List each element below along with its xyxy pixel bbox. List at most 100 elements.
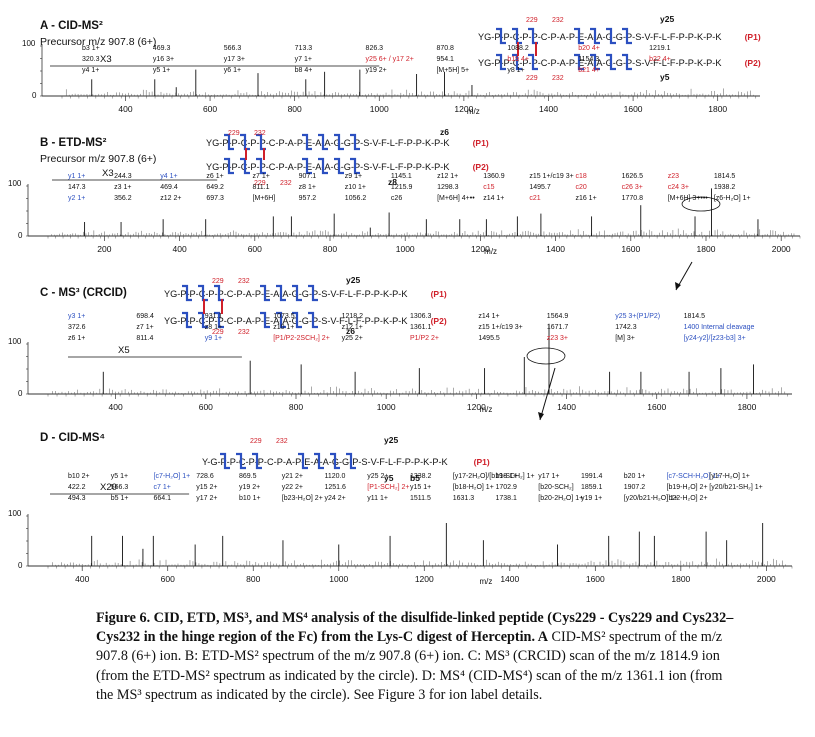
ion-label: z10 1+ bbox=[273, 324, 294, 331]
panel-title: A - CID-MS² bbox=[40, 20, 103, 32]
x-axis-title: m/z bbox=[480, 405, 493, 414]
peptide-label: 232 bbox=[552, 75, 564, 82]
caption-body: CID-MS² spectrum of the m/z 907.8 (6+) i… bbox=[96, 629, 723, 703]
peptide-label: b5 bbox=[410, 473, 420, 483]
caption-title: Figure 6. CID, ETD, MS³, and MS⁴ analysi… bbox=[96, 610, 734, 646]
cleavage-bracket bbox=[260, 284, 270, 302]
x-tick-label: 200 bbox=[97, 244, 111, 254]
ion-label: 1219.1 bbox=[649, 45, 671, 52]
ion-label: y25 2+ bbox=[342, 335, 363, 342]
ion-label: y1 1+ bbox=[68, 173, 85, 180]
y-axis-zero: 0 bbox=[18, 231, 23, 240]
x-tick-label: 1000 bbox=[329, 574, 348, 584]
peptide-label: 232 bbox=[276, 438, 288, 445]
cleavage-bracket bbox=[236, 452, 246, 470]
peptide-label: 232 bbox=[254, 130, 266, 137]
ion-label: y15 1+ bbox=[410, 484, 431, 491]
ion-label: 728.6 bbox=[196, 473, 214, 480]
ion-label: 422.2 bbox=[68, 484, 86, 491]
zoom-label: X5 bbox=[118, 345, 130, 356]
ion-label: [P1-SCH₂] 2+ bbox=[367, 484, 409, 491]
ion-label: y6 1+ bbox=[224, 67, 241, 74]
ion-label: z8 1+ bbox=[205, 324, 222, 331]
ion-label: y5 1+ bbox=[111, 473, 128, 480]
ion-label: 1400 Internal cleavage bbox=[684, 324, 755, 331]
ion-label: 957.2 bbox=[299, 195, 317, 202]
ion-label: 649.2 bbox=[206, 184, 224, 191]
ion-label: c24 3+ bbox=[668, 184, 689, 191]
panel-subtitle: Precursor m/z 907.8 (6+) bbox=[40, 36, 156, 48]
ion-label: 1251.6 bbox=[325, 484, 347, 491]
ion-label: [b18-H₂O] 1+ bbox=[453, 484, 494, 491]
cleavage-bracket bbox=[252, 452, 262, 470]
cleavage-bracket bbox=[512, 27, 522, 45]
x-tick-label: 800 bbox=[288, 104, 302, 114]
peptide-label: 229 bbox=[250, 438, 262, 445]
ion-label: y19 2+ bbox=[366, 67, 387, 74]
y-axis-max: 100 bbox=[8, 509, 22, 518]
ion-label: 1306.3 bbox=[410, 313, 432, 320]
y-axis-max: 100 bbox=[8, 337, 22, 346]
ion-label: b22 4+ bbox=[649, 56, 671, 63]
x-tick-label: 1000 bbox=[370, 104, 389, 114]
ion-label: y19 2+ bbox=[239, 484, 260, 491]
x-tick-label: 1800 bbox=[697, 244, 716, 254]
peptide-label: y25 bbox=[346, 275, 360, 285]
peptide-label: 229 bbox=[254, 180, 266, 187]
ion-label: z14 1+ bbox=[478, 313, 499, 320]
ion-label: [M] 3+ bbox=[615, 335, 635, 342]
x-tick-label: 1400 bbox=[557, 402, 576, 412]
peptide-label: y5 bbox=[660, 72, 670, 82]
ion-label: z15 1+/c19 3+ bbox=[478, 324, 522, 331]
ion-label: [b23-H₂O] 2+ bbox=[282, 495, 323, 502]
ion-label: y22 2+ bbox=[282, 484, 303, 491]
x-tick-label: 1200 bbox=[454, 104, 473, 114]
cleavage-bracket bbox=[260, 311, 270, 329]
ion-label: 713.3 bbox=[295, 45, 313, 52]
ion-label: 954.1 bbox=[436, 56, 454, 63]
arrow-head bbox=[675, 282, 681, 290]
cleavage-bracket bbox=[346, 452, 356, 470]
x-tick-label: 800 bbox=[246, 574, 260, 584]
ion-label: 698.4 bbox=[136, 313, 154, 320]
ion-label: 697.3 bbox=[206, 195, 224, 202]
ion-label: y17 2+ bbox=[196, 495, 217, 502]
cleavage-bracket bbox=[350, 157, 360, 175]
selection-circle bbox=[681, 196, 721, 212]
ion-label: 1742.3 bbox=[615, 324, 637, 331]
cleavage-bracket bbox=[302, 133, 312, 151]
cleavage-bracket bbox=[496, 27, 506, 45]
panel-a: A - CID-MS² Precursor m/z 907.8 (6+) X3 100… bbox=[22, 14, 761, 116]
peptide-label: y25 bbox=[384, 435, 398, 445]
x-tick-label: 1600 bbox=[647, 402, 666, 412]
x-tick-label: 400 bbox=[173, 244, 187, 254]
x-tick-label: 800 bbox=[323, 244, 337, 254]
cleavage-bracket bbox=[276, 311, 286, 329]
ion-label: 811.1 bbox=[253, 184, 270, 191]
x-tick-label: 2000 bbox=[772, 244, 791, 254]
x-tick-label: 600 bbox=[199, 402, 213, 412]
x-axis-title: m/z bbox=[484, 247, 497, 256]
cleavage-bracket bbox=[606, 27, 616, 45]
y-axis-zero: 0 bbox=[18, 561, 23, 570]
x-tick-label: 800 bbox=[289, 402, 303, 412]
ion-label: z3 1+ bbox=[114, 184, 131, 191]
x-tick-label: 600 bbox=[203, 104, 217, 114]
zoom-label: X20 bbox=[100, 482, 117, 493]
ion-label: [b19-H₂O] 2+ bbox=[667, 484, 708, 491]
cleavage-bracket bbox=[182, 311, 192, 329]
peptide-sequence: YG-P-P-C-P-P-C-P-A-P-E-A-A-G-G-P-S-V-F-L… bbox=[478, 32, 722, 42]
peptide-label: 229 bbox=[212, 329, 224, 336]
ion-label: 1738.1 bbox=[496, 495, 518, 502]
arrow-head bbox=[538, 412, 544, 420]
cleavage-bracket bbox=[622, 53, 632, 71]
ion-label: [M+6H] 4+•• bbox=[437, 195, 475, 202]
x-tick-label: 1800 bbox=[737, 402, 756, 412]
ion-label: 1495.5 bbox=[478, 335, 500, 342]
ion-label: 1814.5 bbox=[714, 173, 736, 180]
cleavage-bracket bbox=[496, 53, 506, 71]
ion-label: 931.1 bbox=[205, 313, 223, 320]
ion-label: c20 bbox=[575, 184, 586, 191]
cleavage-bracket bbox=[308, 284, 318, 302]
